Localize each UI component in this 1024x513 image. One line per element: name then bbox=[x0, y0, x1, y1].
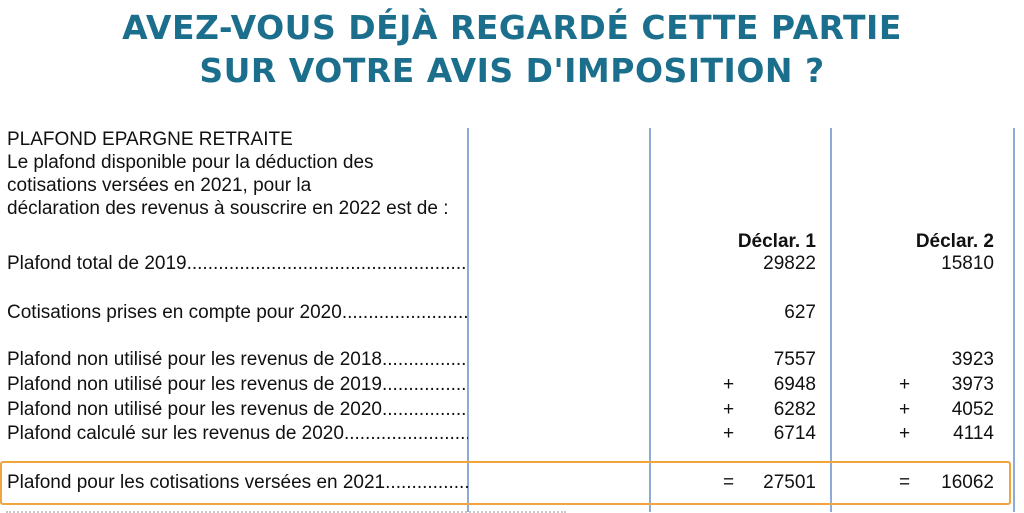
operator-decl2: + bbox=[899, 423, 911, 444]
headline: AVEZ-VOUS DÉJÀ REGARDÉ CETTE PARTIE SUR … bbox=[0, 6, 1024, 92]
row-label-wrap: Plafond non utilisé pour les revenus de … bbox=[7, 348, 468, 372]
operator-decl2: = bbox=[899, 472, 911, 493]
value-decl2: 4114 bbox=[953, 423, 994, 444]
row-label: Plafond non utilisé pour les revenus de … bbox=[7, 348, 468, 372]
column-rule bbox=[1013, 128, 1015, 512]
value-decl1: 627 bbox=[784, 302, 816, 323]
value-decl1: 6282 bbox=[773, 399, 816, 420]
section-intro-line: déclaration des revenus à souscrire en 2… bbox=[7, 198, 449, 219]
row-label-wrap: Plafond calculé sur les revenus de 2020 bbox=[7, 422, 468, 446]
value-decl1: 6714 bbox=[773, 423, 816, 444]
row-label: Plafond total de 2019 bbox=[7, 252, 468, 276]
row-label: Cotisations prises en compte pour 2020 bbox=[7, 301, 468, 325]
value-decl1: 6948 bbox=[773, 374, 816, 395]
headline-line-2: SUR VOTRE AVIS D'IMPOSITION ? bbox=[199, 51, 825, 90]
column-rule bbox=[649, 128, 651, 512]
value-decl2: 3923 bbox=[951, 349, 994, 370]
row-label: Plafond non utilisé pour les revenus de … bbox=[7, 373, 468, 397]
row-label-wrap: Plafond total de 2019 bbox=[7, 252, 468, 276]
value-decl2: 4052 bbox=[951, 399, 994, 420]
operator-decl1: = bbox=[723, 472, 735, 493]
operator-decl1: + bbox=[723, 399, 735, 420]
operator-decl2: + bbox=[899, 399, 911, 420]
row-label-wrap: Plafond non utilisé pour les revenus de … bbox=[7, 373, 468, 397]
highlight-box bbox=[0, 461, 1011, 505]
row-label-wrap: Plafond pour les cotisations versées en … bbox=[7, 471, 468, 495]
operator-decl1: + bbox=[723, 374, 735, 395]
column-rule bbox=[830, 128, 832, 512]
value-decl1: 7557 bbox=[773, 349, 816, 370]
total-value-decl1: 27501 bbox=[763, 472, 816, 493]
column-header-decl2: Déclar. 2 bbox=[915, 231, 994, 252]
column-header-decl1: Déclar. 1 bbox=[737, 231, 816, 252]
row-label-wrap: Plafond non utilisé pour les revenus de … bbox=[7, 398, 468, 422]
section-intro-line: cotisations versées en 2021, pour la bbox=[7, 175, 312, 196]
operator-decl2: + bbox=[899, 374, 911, 395]
tax-notice-excerpt: PLAFOND EPARGNE RETRAITE Le plafond disp… bbox=[0, 118, 1024, 513]
row-label: Plafond non utilisé pour les revenus de … bbox=[7, 398, 468, 422]
total-value-decl2: 16062 bbox=[941, 472, 994, 493]
value-decl2: 15810 bbox=[941, 253, 994, 274]
section-header: PLAFOND EPARGNE RETRAITE Le plafond disp… bbox=[7, 128, 449, 220]
row-label: Plafond calculé sur les revenus de 2020 bbox=[7, 422, 468, 446]
section-title: PLAFOND EPARGNE RETRAITE bbox=[7, 129, 293, 150]
value-decl1: 29822 bbox=[763, 253, 816, 274]
row-label-wrap: Cotisations prises en compte pour 2020 bbox=[7, 301, 468, 325]
row-label-total: Plafond pour les cotisations versées en … bbox=[7, 471, 468, 495]
column-rule bbox=[467, 128, 469, 512]
value-decl2: 3973 bbox=[951, 374, 994, 395]
headline-line-1: AVEZ-VOUS DÉJÀ REGARDÉ CETTE PARTIE bbox=[122, 8, 902, 47]
section-intro-line: Le plafond disponible pour la déduction … bbox=[7, 152, 374, 173]
operator-decl1: + bbox=[723, 423, 735, 444]
